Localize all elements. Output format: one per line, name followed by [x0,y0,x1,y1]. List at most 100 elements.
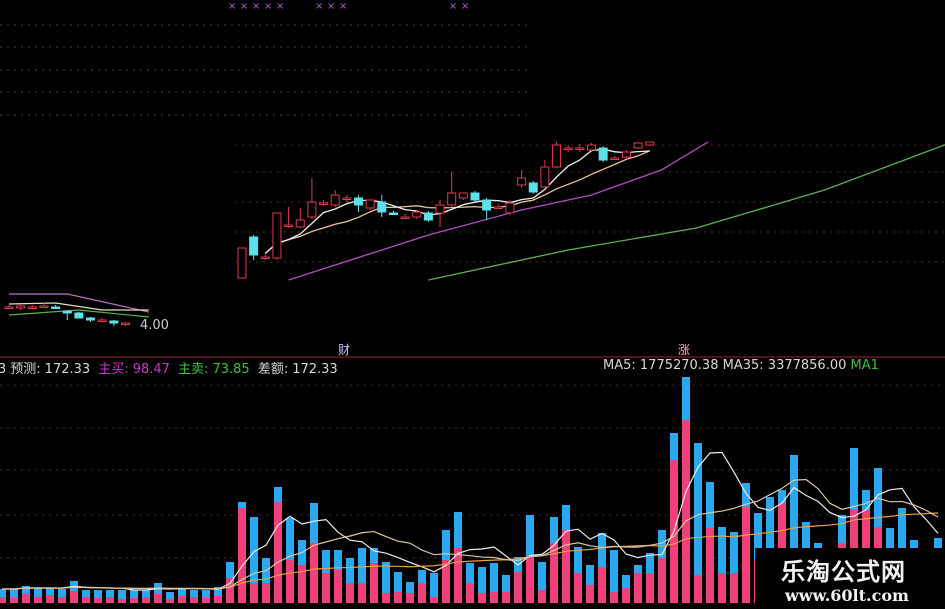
volume-bar-sell [142,590,150,597]
volume-bar-buy [358,583,366,603]
candle-body [354,197,363,206]
volume-bar-buy [454,548,462,603]
candle-body [552,144,562,168]
volume-bar-sell [202,590,210,598]
volume-bar-sell [574,547,582,573]
left-ma-line [8,309,149,318]
volume-bar-buy [106,597,114,603]
x-marker-icon: × [276,1,284,12]
candle-body [249,236,259,256]
volume-bar-buy [574,573,582,603]
price-pane [4,141,945,326]
volume-bar-buy [322,573,330,603]
candle-body [633,142,643,149]
volume-bar-sell [862,490,870,510]
volume-bar-buy [82,597,90,603]
volume-bar-sell [394,572,402,592]
candle-body [237,247,247,279]
volume-bar-sell [82,590,90,597]
x-marker-icon: × [449,1,457,12]
volume-bar-sell [334,550,342,570]
volume-bar-buy [382,593,390,603]
x-marker-icon: × [327,1,335,12]
price-ma20-line [288,141,709,281]
volume-bar-sell [622,575,630,588]
volume-bar-buy [58,597,66,603]
watermark: 乐淘公式网 www.60lt.com [755,548,945,609]
candle-body [458,192,468,199]
volume-bar-buy [238,508,246,603]
volume-bar-buy [610,592,618,603]
volume-bar-buy [742,507,750,603]
candle-body [470,192,480,201]
volume-bar-sell [250,517,258,583]
volume-bar-buy [394,592,402,603]
candle-body [493,206,503,209]
volume-bar-buy [634,573,642,603]
volume-bar-sell [718,527,726,573]
volume-bar-buy [190,597,198,603]
volume-bar-buy [34,597,42,603]
candle-body [365,199,375,209]
volume-bar-sell [562,505,570,530]
volume-bar-sell [34,588,42,597]
volume-bar-buy [430,597,438,603]
x-marker-icon: × [264,1,272,12]
volume-bar-sell [694,443,702,575]
candle-body [505,202,515,214]
candle-body [598,147,608,161]
candle-body [86,317,96,321]
volume-bar-buy [658,558,666,603]
volume-bar-sell [730,532,738,573]
candle-body [319,202,329,205]
volume-bar-buy [406,593,414,603]
volume-bar-buy [214,596,222,603]
volume-bar-buy [370,563,378,603]
main-sell-value: 73.85 [212,362,250,377]
candle-body [482,199,492,211]
candle-body [330,194,340,206]
volume-bar-buy [154,594,162,603]
volume-bar-buy [178,596,186,603]
candle-body [295,219,305,228]
volume-bar-buy [622,588,630,603]
volume-bar-sell [106,590,114,597]
ma35-value: 3377856.00 [767,358,847,373]
volume-bar-buy [142,597,150,603]
volume-bar-buy [46,595,54,603]
volume-bar-sell [682,377,690,420]
marker-cai: 财 [338,343,351,357]
candle-body [39,305,49,308]
candle-body [109,320,119,324]
candle-body [610,157,620,160]
volume-bar-sell [58,589,66,597]
volume-bar-sell [10,589,18,598]
status-prefix: 3 [0,362,7,377]
volume-bar-buy [94,598,102,603]
candle-body [540,166,550,188]
volume-bar-sell [406,582,414,593]
forecast-value: 172.33 [44,362,91,377]
candle-body [260,256,270,259]
volume-bar-sell [490,563,498,592]
forecast-label: 预测: [10,362,41,377]
volume-bar-sell [454,512,462,548]
candle-body [528,182,538,193]
volume-bar-buy [682,420,690,603]
volume-bar-buy [514,572,522,603]
volume-bar-buy [730,573,738,603]
volume-bar-sell [346,558,354,583]
volume-bar-sell [118,590,126,599]
volume-bar-sell [322,550,330,573]
candle-body [284,224,294,227]
candle-body [412,211,422,218]
volume-bar-buy [310,543,318,603]
volume-bar-sell [502,575,510,592]
candle-body [377,201,387,213]
volume-bar-buy [418,583,426,603]
candle-body [447,192,457,206]
candle-body [342,197,352,200]
volume-bar-sell [838,515,846,543]
volume-bar-sell [670,433,678,460]
